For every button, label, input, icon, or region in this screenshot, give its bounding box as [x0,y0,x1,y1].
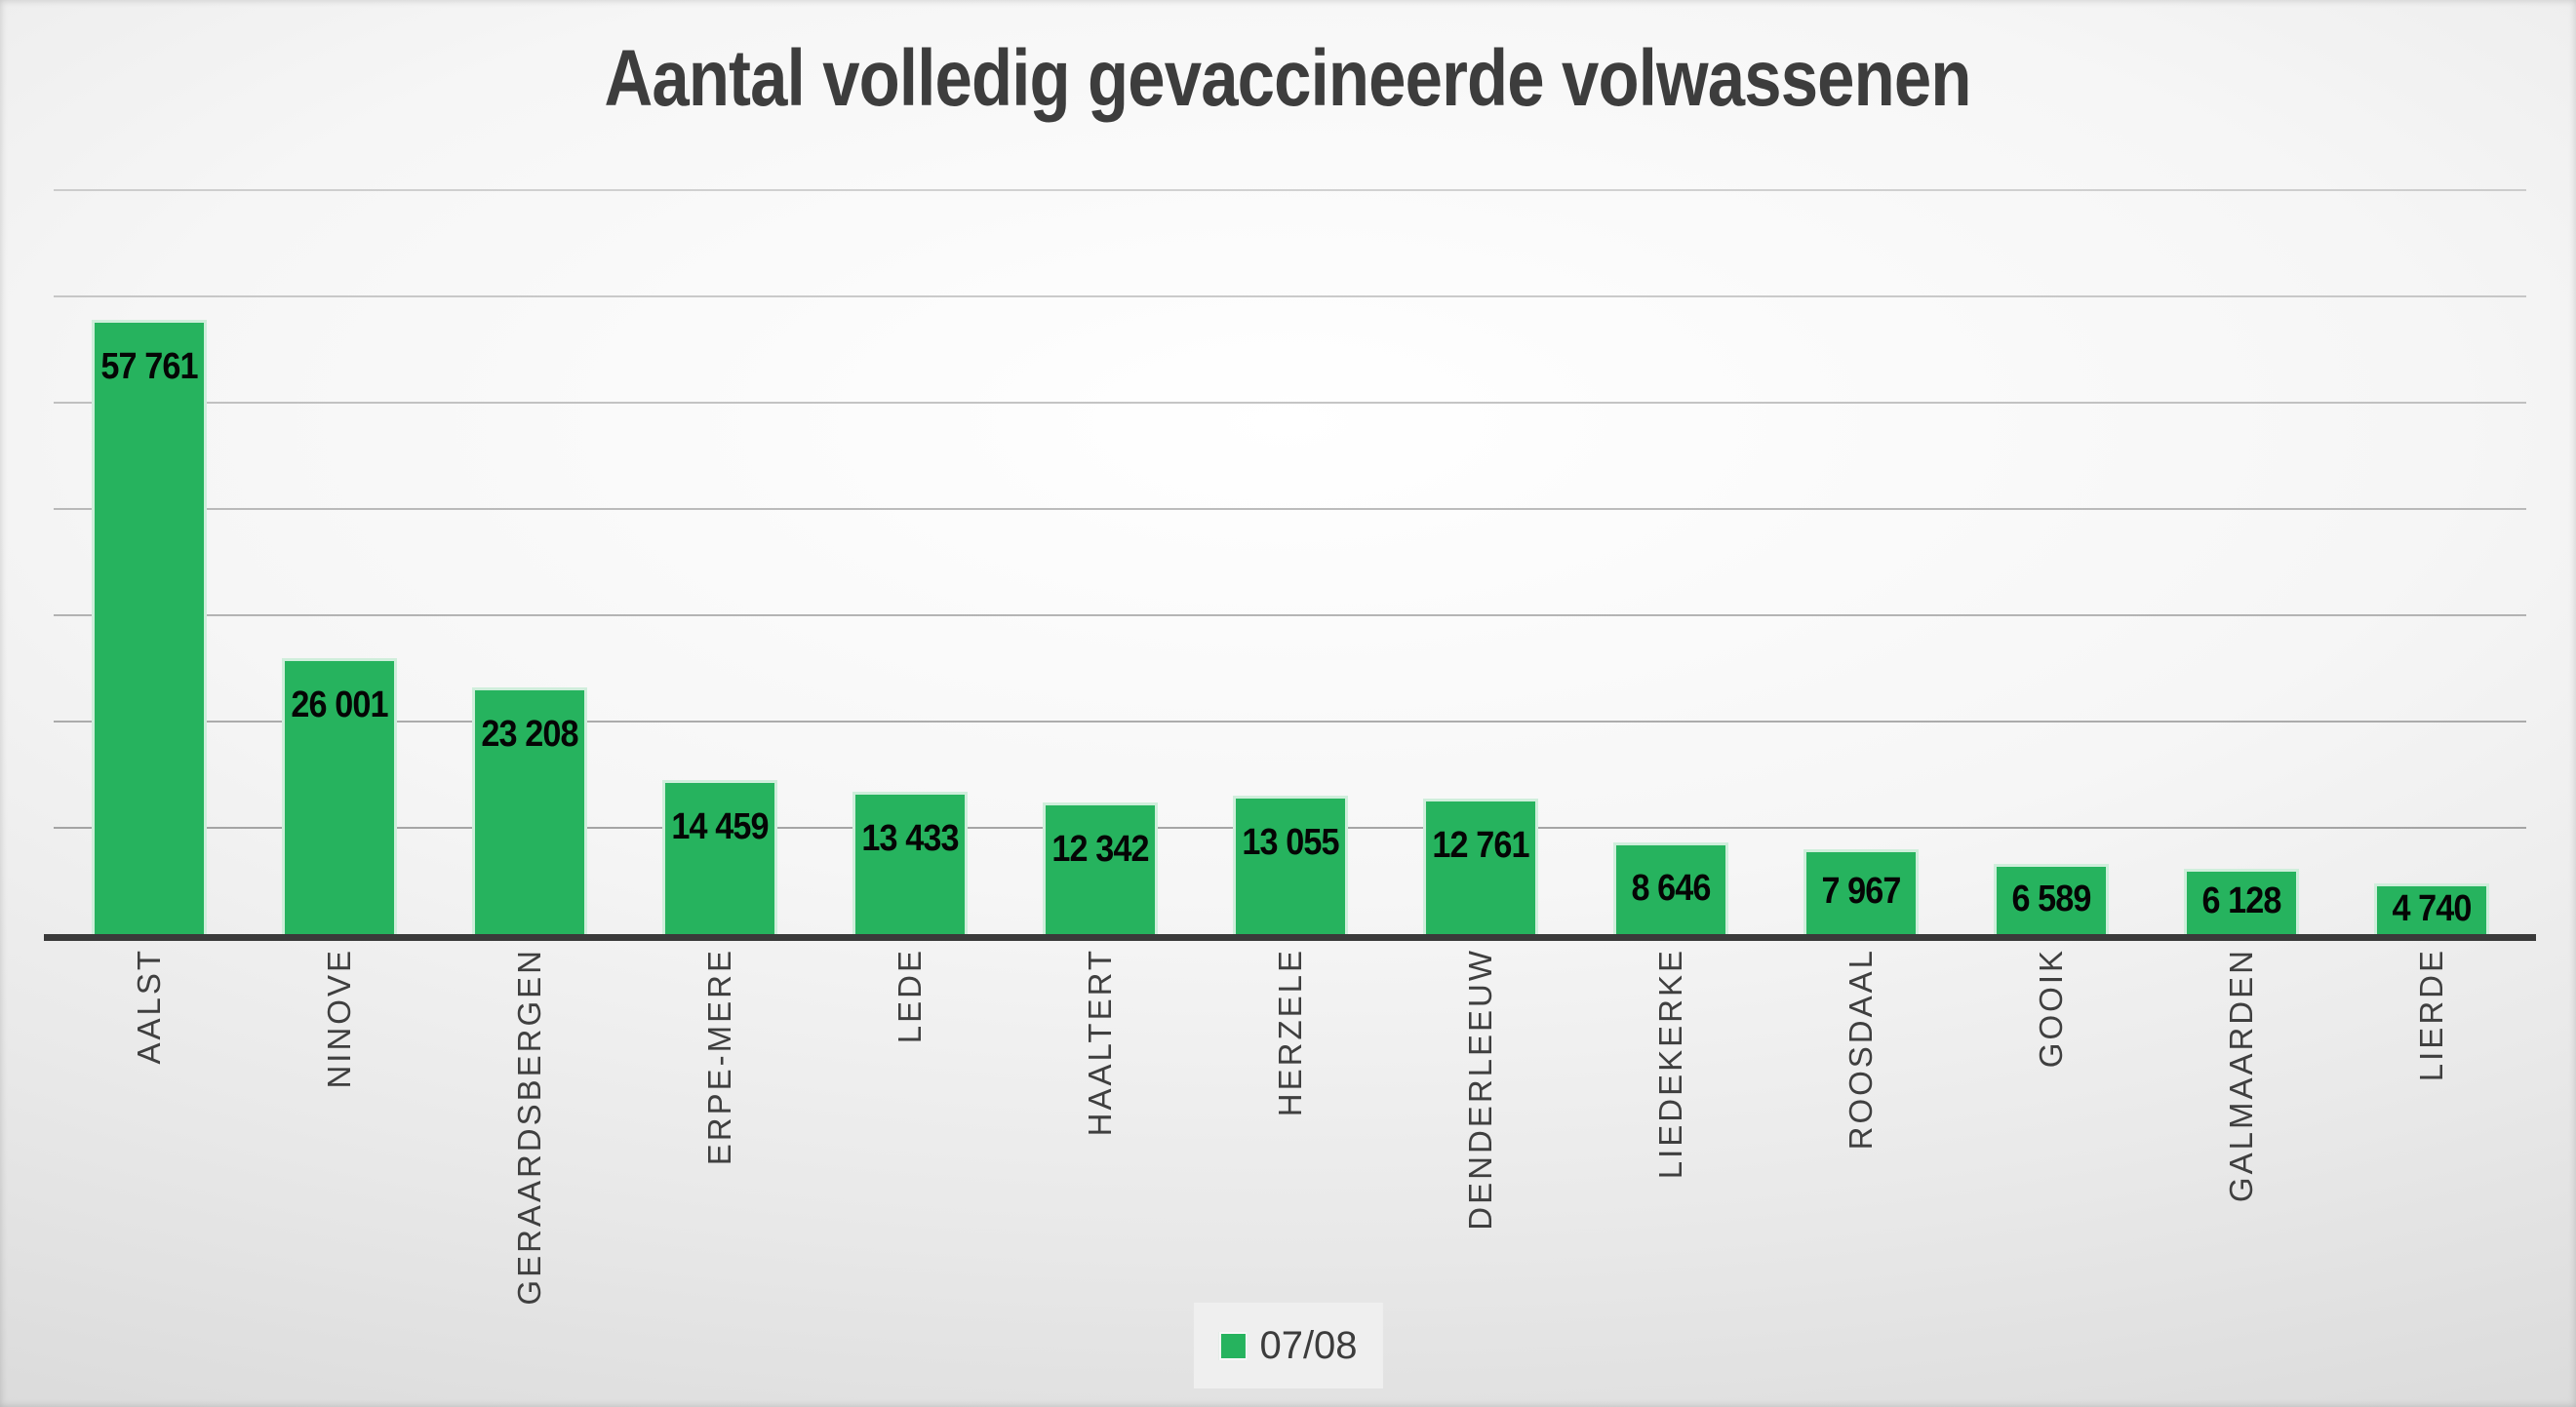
category-label-liedekerke: LIEDEKERKE [1652,948,1688,1180]
value-label-roosdaal: 7 967 [1820,871,1901,912]
category-label-galmaarden: GALMAARDEN [2223,948,2259,1203]
category-label-aalst: AALST [131,948,167,1065]
category-label-herzele: HERZELE [1272,948,1308,1117]
bar-lierde: 4 740 [2373,883,2489,934]
value-label-erpe-mere: 14 459 [670,806,769,847]
category-label-geraardsbergen: GERAARDSBERGEN [511,948,547,1306]
legend: 07/08 [1193,1303,1383,1388]
value-label-aalst: 57 761 [99,346,198,387]
value-label-galmaarden: 6 128 [2200,880,2281,921]
legend-label: 07/08 [1259,1324,1358,1367]
category-slot-haaltert: HAALTERT [1005,948,1195,1330]
bar-aalst: 57 761 [91,320,207,934]
bar-gooik: 6 589 [1993,864,2109,934]
gridline-40000 [54,508,2526,511]
bar-slot-liedekerke: 8 646 [1575,190,1765,934]
value-label-geraardsbergen: 23 208 [480,714,578,755]
chart-title: Aantal volledig gevaccineerde volwassene… [0,33,2576,125]
value-label-haaltert: 12 342 [1050,829,1149,870]
category-slot-ninove: NINOVE [244,948,434,1330]
category-slot-galmaarden: GALMAARDEN [2146,948,2336,1330]
category-label-erpe-mere: ERPE-MERE [701,948,737,1166]
bar-slot-geraardsbergen: 23 208 [434,190,624,934]
category-label-lierde: LIERDE [2413,948,2449,1082]
bar-slot-lierde: 4 740 [2336,190,2526,934]
category-slot-denderleeuw: DENDERLEEUW [1385,948,1575,1330]
category-slot-roosdaal: ROOSDAAL [1765,948,1956,1330]
category-slot-liedekerke: LIEDEKERKE [1575,948,1765,1330]
category-label-ninove: NINOVE [321,948,357,1089]
bar-slot-lede: 13 433 [814,190,1005,934]
gridline-20000 [54,721,2526,723]
bar-slot-aalst: 57 761 [54,190,244,934]
gridline-60000 [54,295,2526,297]
category-label-haaltert: HAALTERT [1082,948,1118,1137]
category-slot-erpe-mere: ERPE-MERE [624,948,814,1330]
bar-geraardsbergen: 23 208 [471,687,587,934]
bar-slot-herzele: 13 055 [1195,190,1385,934]
bar-herzele: 13 055 [1232,796,1348,934]
value-label-denderleeuw: 12 761 [1431,825,1529,866]
category-label-lede: LEDE [892,948,928,1044]
bar-slot-erpe-mere: 14 459 [624,190,814,934]
category-label-denderleeuw: DENDERLEEUW [1462,948,1498,1231]
bar-ninove: 26 001 [281,658,397,934]
gridline-70000 [54,189,2526,191]
bar-slot-ninove: 26 001 [244,190,434,934]
value-label-gooik: 6 589 [2010,879,2091,919]
value-label-lede: 13 433 [860,818,959,859]
category-slot-herzele: HERZELE [1195,948,1385,1330]
bar-erpe-mere: 14 459 [661,780,777,934]
bar-slot-galmaarden: 6 128 [2146,190,2336,934]
category-slot-lede: LEDE [814,948,1005,1330]
category-label-gooik: GOOIK [2033,948,2069,1069]
bar-galmaarden: 6 128 [2183,869,2299,934]
bar-lede: 13 433 [852,792,968,934]
category-axis: AALST NINOVE GERAARDSBERGEN ERPE-MERE LEDE HA… [54,948,2526,1330]
gridline-30000 [54,614,2526,616]
category-label-roosdaal: ROOSDAAL [1843,948,1879,1151]
gridline-50000 [54,402,2526,404]
bar-denderleeuw: 12 761 [1422,799,1538,934]
bar-liedekerke: 8 646 [1612,842,1728,934]
bar-series: 57 761 26 001 23 208 14 459 13 433 12 342 13 0… [54,190,2526,934]
chart-title-text: Aantal volledig gevaccineerde volwassene… [604,34,1972,123]
category-slot-geraardsbergen: GERAARDSBERGEN [434,948,624,1330]
category-slot-gooik: GOOIK [1956,948,2146,1330]
value-label-herzele: 13 055 [1241,822,1339,863]
bar-slot-denderleeuw: 12 761 [1385,190,1575,934]
bar-haaltert: 12 342 [1042,802,1158,934]
value-label-ninove: 26 001 [290,684,388,725]
x-axis-line [44,934,2536,941]
bar-roosdaal: 7 967 [1803,849,1919,934]
legend-swatch-icon [1218,1331,1248,1360]
category-slot-aalst: AALST [54,948,244,1330]
bar-slot-gooik: 6 589 [1956,190,2146,934]
category-slot-lierde: LIERDE [2336,948,2526,1330]
value-label-lierde: 4 740 [2391,888,2472,929]
bar-slot-roosdaal: 7 967 [1765,190,1956,934]
plot-area: 57 761 26 001 23 208 14 459 13 433 12 342 13 0… [44,189,2536,941]
value-label-liedekerke: 8 646 [1630,868,1711,909]
bar-slot-haaltert: 12 342 [1005,190,1195,934]
